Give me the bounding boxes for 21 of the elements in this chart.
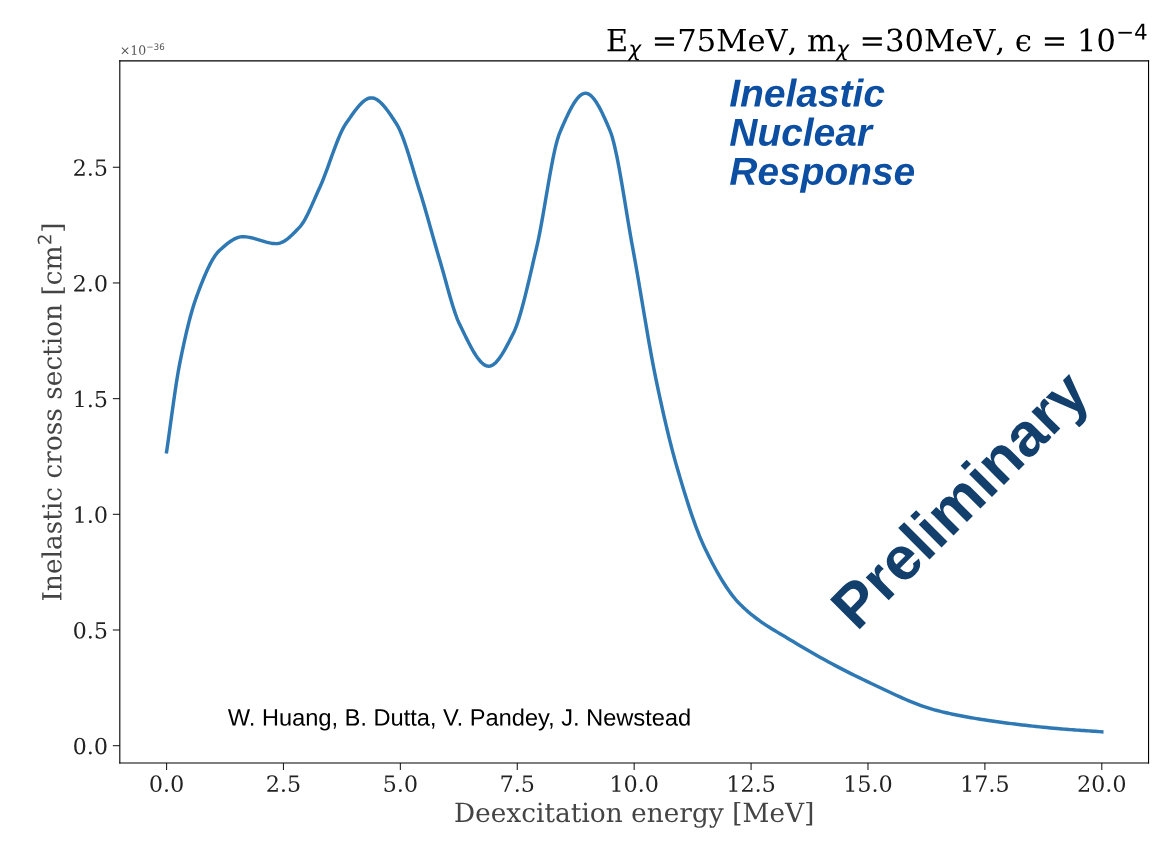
- y-tick-label: 1.0: [75, 506, 107, 524]
- y-tick-label: 1.5: [75, 390, 107, 408]
- text: ×10$^{−36}$: [121, 43, 165, 55]
- y-axis-title: Inelastic cross section [cm$^{2}$]: [37, 224, 65, 601]
- annotation: W. Huang, B. Dutta, V. Pandey, J. Newstead: [227, 708, 690, 731]
- x-tick-label: 10.0: [612, 775, 658, 793]
- x-tick-label: 15.0: [845, 775, 892, 793]
- y-tick-label: 2.0: [74, 274, 107, 292]
- x-tick-label: 0.0: [150, 775, 183, 793]
- x-tick-label: 17.5: [962, 775, 1008, 793]
- annotation: Inelastic Nuclear Response: [730, 78, 915, 193]
- y-tick-label: 2.5: [74, 159, 107, 177]
- x-tick-label: 12.5: [729, 775, 775, 793]
- x-tick-label: 7.5: [501, 775, 534, 793]
- chart-title: E$_{χ}$ =75MeV, m$_{χ}$ =30MeV, ϵ = 10$^{−4}$: [607, 23, 1147, 61]
- y-tick-label: 0.5: [74, 621, 107, 639]
- x-tick-label: 2.5: [267, 775, 300, 793]
- x-axis-title: Deexcitation energy [MeV]: [455, 801, 813, 828]
- x-tick-label: 20.0: [1078, 775, 1126, 793]
- y-tick-label: 0.0: [74, 737, 107, 755]
- x-tick-label: 5.0: [384, 775, 417, 793]
